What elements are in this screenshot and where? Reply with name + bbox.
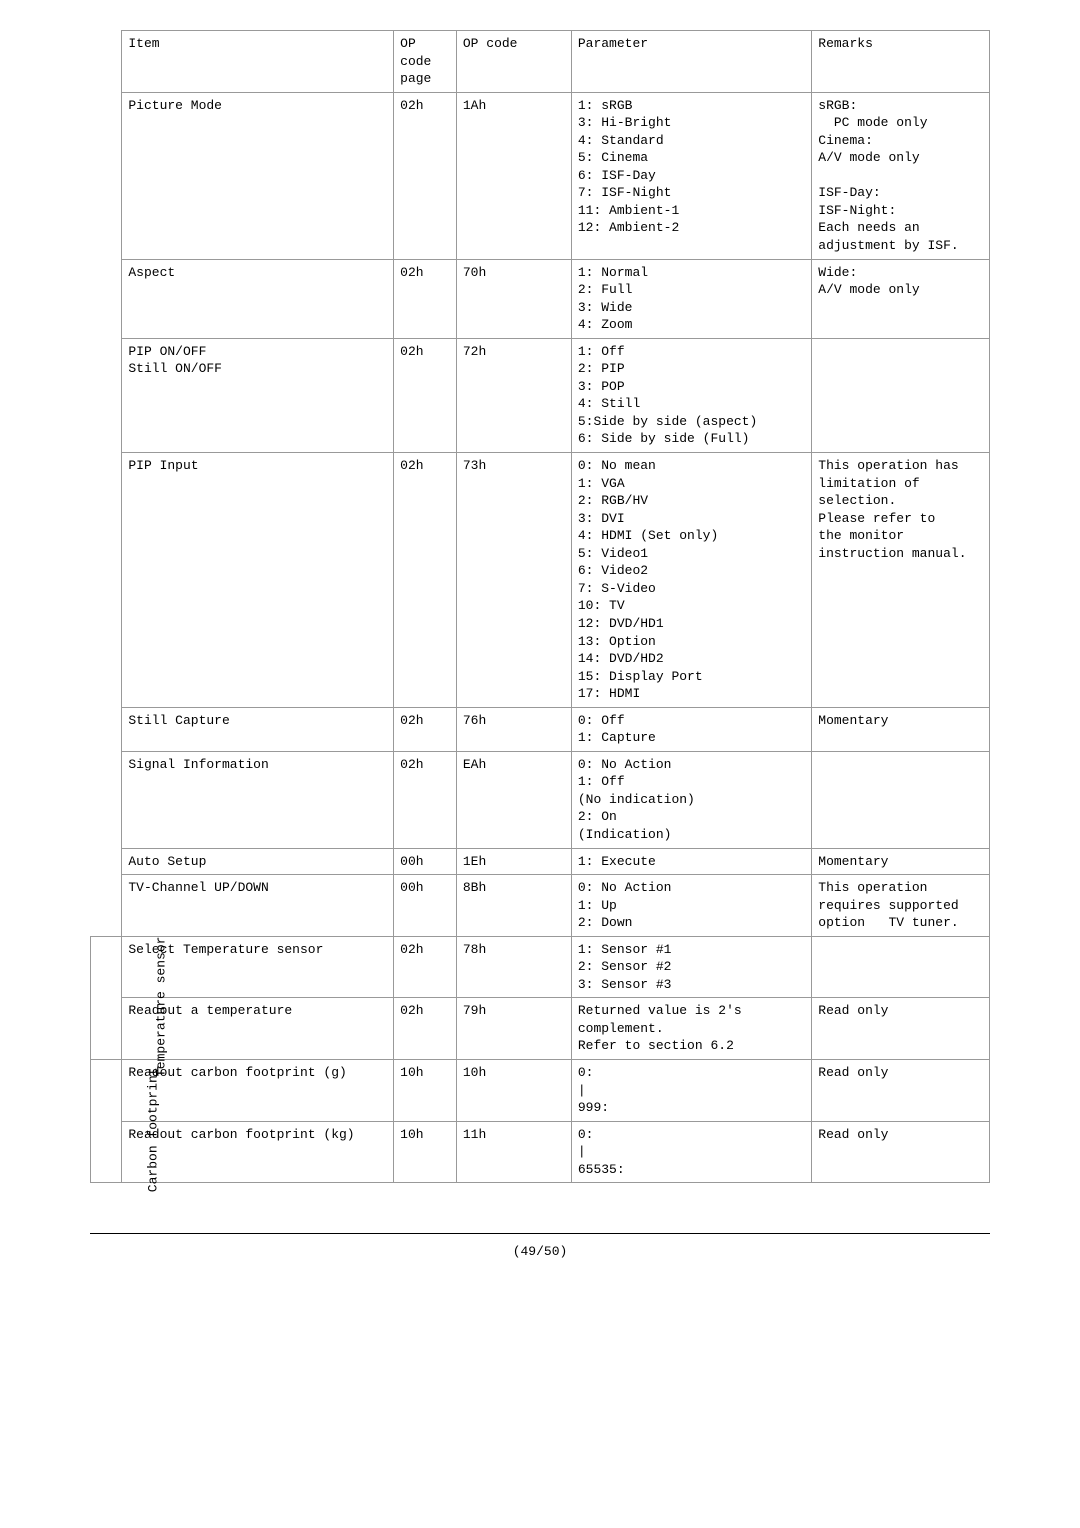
cell-param: Returned value is 2's complement. Refer … <box>571 998 811 1060</box>
cell-remarks <box>812 936 990 998</box>
cell-page: 02h <box>394 259 457 338</box>
cell-item: Picture Mode <box>122 92 394 259</box>
cell-item: Signal Information <box>122 751 394 848</box>
cell-page: 02h <box>394 936 457 998</box>
cell-code: EAh <box>456 751 571 848</box>
cell-item: Readout carbon footprint (kg) <box>122 1121 394 1183</box>
cell-page: 02h <box>394 453 457 708</box>
col-item: Item <box>122 31 394 93</box>
cell-code: 73h <box>456 453 571 708</box>
cell-item: TV-Channel UP/DOWN <box>122 875 394 937</box>
table-row: Picture Mode 02h 1Ah 1: sRGB 3: Hi-Brigh… <box>91 92 990 259</box>
cell-remarks: This operation requires supported option… <box>812 875 990 937</box>
cell-param: 0: No Action 1: Off (No indication) 2: O… <box>571 751 811 848</box>
cell-remarks: Wide: A/V mode only <box>812 259 990 338</box>
cell-item: PIP ON/OFF Still ON/OFF <box>122 338 394 452</box>
cell-code: 10h <box>456 1059 571 1121</box>
cell-code: 78h <box>456 936 571 998</box>
cell-param: 0: No mean 1: VGA 2: RGB/HV 3: DVI 4: HD… <box>571 453 811 708</box>
cell-param: 1: Normal 2: Full 3: Wide 4: Zoom <box>571 259 811 338</box>
table-row: Carbon footprint Readout carbon footprin… <box>91 1059 990 1121</box>
parameter-table: Item OP code page OP code Parameter Rema… <box>90 30 990 1183</box>
cell-remarks: Momentary <box>812 707 990 751</box>
footer-rule <box>90 1233 990 1234</box>
sidebar-empty <box>91 31 122 93</box>
col-op-page: OP code page <box>394 31 457 93</box>
cell-page: 02h <box>394 92 457 259</box>
cell-code: 11h <box>456 1121 571 1183</box>
cell-param: 1: Execute <box>571 848 811 875</box>
cell-page: 02h <box>394 998 457 1060</box>
table-row: PIP ON/OFF Still ON/OFF 02h 72h 1: Off 2… <box>91 338 990 452</box>
cell-code: 1Ah <box>456 92 571 259</box>
cell-item: Aspect <box>122 259 394 338</box>
table-row: Readout a temperature 02h 79h Returned v… <box>91 998 990 1060</box>
sidebar-label: Carbon footprint <box>145 1067 163 1192</box>
table-row: Signal Information 02h EAh 0: No Action … <box>91 751 990 848</box>
cell-page: 00h <box>394 848 457 875</box>
table-row: Readout carbon footprint (kg) 10h 11h 0:… <box>91 1121 990 1183</box>
cell-remarks: sRGB: PC mode only Cinema: A/V mode only… <box>812 92 990 259</box>
cell-remarks: This operation has limitation of selecti… <box>812 453 990 708</box>
sidebar-label: Temperature sensor <box>152 936 170 1076</box>
cell-page: 10h <box>394 1121 457 1183</box>
cell-param: 0: Off 1: Capture <box>571 707 811 751</box>
cell-param: 1: Off 2: PIP 3: POP 4: Still 5:Side by … <box>571 338 811 452</box>
sidebar-temp-sensor: Temperature sensor <box>91 936 122 1059</box>
cell-remarks <box>812 338 990 452</box>
table-row: Auto Setup 00h 1Eh 1: Execute Momentary <box>91 848 990 875</box>
col-parameter: Parameter <box>571 31 811 93</box>
cell-code: 72h <box>456 338 571 452</box>
col-remarks: Remarks <box>812 31 990 93</box>
cell-remarks: Read only <box>812 1059 990 1121</box>
cell-item: Auto Setup <box>122 848 394 875</box>
cell-param: 0: | 999: <box>571 1059 811 1121</box>
cell-page: 02h <box>394 707 457 751</box>
cell-param: 0: No Action 1: Up 2: Down <box>571 875 811 937</box>
cell-code: 76h <box>456 707 571 751</box>
cell-page: 10h <box>394 1059 457 1121</box>
table-row: Still Capture 02h 76h 0: Off 1: Capture … <box>91 707 990 751</box>
cell-param: 1: Sensor #1 2: Sensor #2 3: Sensor #3 <box>571 936 811 998</box>
cell-page: 00h <box>394 875 457 937</box>
sidebar-carbon-footprint: Carbon footprint <box>91 1059 122 1182</box>
cell-param: 1: sRGB 3: Hi-Bright 4: Standard 5: Cine… <box>571 92 811 259</box>
cell-code: 79h <box>456 998 571 1060</box>
cell-page: 02h <box>394 751 457 848</box>
cell-remarks <box>812 751 990 848</box>
cell-remarks: Read only <box>812 1121 990 1183</box>
page-number: (49/50) <box>90 1244 990 1279</box>
cell-item: PIP Input <box>122 453 394 708</box>
col-op-code: OP code <box>456 31 571 93</box>
cell-code: 70h <box>456 259 571 338</box>
table-row: Aspect 02h 70h 1: Normal 2: Full 3: Wide… <box>91 259 990 338</box>
page: Item OP code page OP code Parameter Rema… <box>0 0 1080 1528</box>
table-header-row: Item OP code page OP code Parameter Rema… <box>91 31 990 93</box>
cell-code: 8Bh <box>456 875 571 937</box>
table-row: PIP Input 02h 73h 0: No mean 1: VGA 2: R… <box>91 453 990 708</box>
table-row: Temperature sensor Select Temperature se… <box>91 936 990 998</box>
sidebar-empty <box>91 92 122 936</box>
cell-remarks: Momentary <box>812 848 990 875</box>
cell-remarks: Read only <box>812 998 990 1060</box>
cell-code: 1Eh <box>456 848 571 875</box>
table-row: TV-Channel UP/DOWN 00h 8Bh 0: No Action … <box>91 875 990 937</box>
cell-page: 02h <box>394 338 457 452</box>
cell-param: 0: | 65535: <box>571 1121 811 1183</box>
cell-item: Still Capture <box>122 707 394 751</box>
